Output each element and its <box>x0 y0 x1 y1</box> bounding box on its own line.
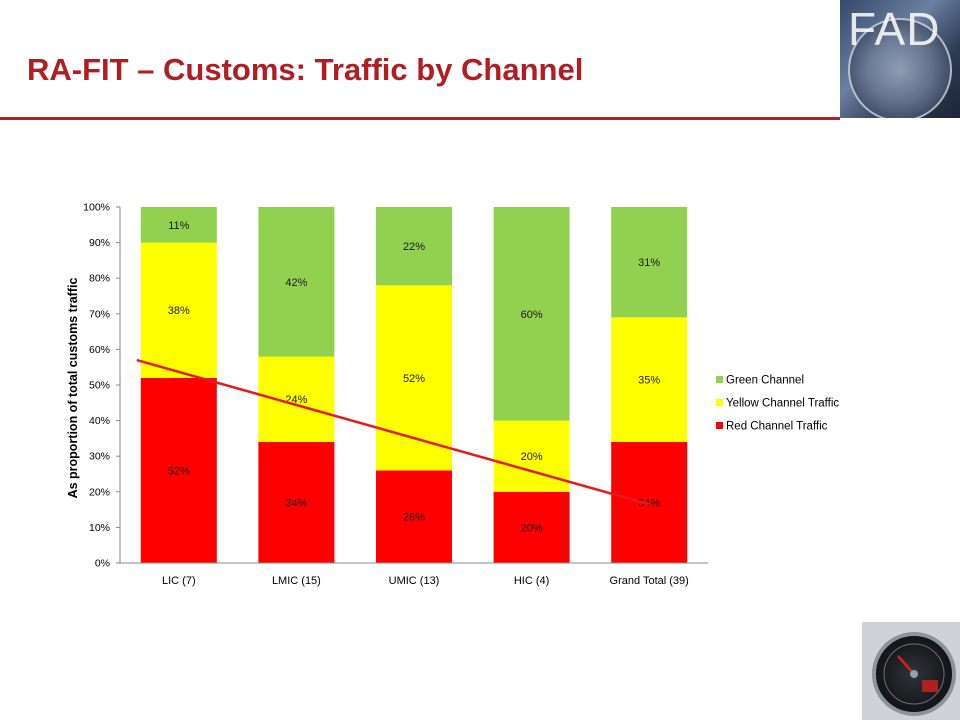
data-label: 60% <box>521 309 543 321</box>
y-tick-label: 0% <box>95 558 110 570</box>
gauge-dial <box>872 632 956 716</box>
data-label: 26% <box>403 512 425 524</box>
x-tick-label: UMIC (13) <box>389 575 440 587</box>
bar-segment <box>258 356 335 442</box>
title-divider <box>0 117 840 120</box>
data-label: 52% <box>168 465 190 477</box>
y-tick-label: 20% <box>89 486 110 498</box>
legend-swatch <box>716 399 723 406</box>
bar-segment <box>493 207 570 421</box>
trendline <box>136 358 650 506</box>
x-tick-label: Grand Total (39) <box>610 575 689 587</box>
bar-segment <box>258 207 335 357</box>
y-tick-label: 70% <box>89 308 110 320</box>
data-label: 20% <box>521 451 543 463</box>
data-label: 20% <box>521 522 543 534</box>
data-label: 38% <box>168 305 190 317</box>
bar-segment <box>493 420 570 492</box>
bar-segment <box>611 441 688 563</box>
bar-segment <box>611 317 688 442</box>
x-tick-label: LIC (7) <box>162 575 196 587</box>
data-label: 52% <box>403 373 425 385</box>
y-tick-label: 80% <box>89 273 110 285</box>
y-axis: 0% 10% 20% 30% 40% 50% 60% 70% 80% 90% 100% <box>83 202 121 570</box>
bar-segment <box>376 207 452 286</box>
x-axis: LIC (7) LMIC (15) UMIC (13) HIC (4) Grand To… <box>120 562 708 587</box>
y-axis-label: As proportion of total customs traffic <box>66 278 80 499</box>
data-label: 31% <box>638 257 660 269</box>
y-tick-label: 100% <box>83 202 110 214</box>
x-tick-label: HIC (4) <box>514 575 549 587</box>
data-label: 42% <box>285 277 307 289</box>
slide-title: RA-FIT – Customs: Traffic by Channel <box>27 52 584 87</box>
y-tick-label: 50% <box>89 380 110 392</box>
bar-segment <box>376 470 452 563</box>
bar-segment <box>140 377 217 563</box>
legend-swatch <box>716 376 723 383</box>
legend: Green Channel Yellow Channel Traffic Red C… <box>716 375 839 433</box>
bar-segment <box>493 491 570 563</box>
bar-segment <box>140 242 217 378</box>
legend-label: Red Channel Traffic <box>726 421 828 433</box>
y-tick-label: 40% <box>89 415 110 427</box>
data-label: 35% <box>638 375 660 387</box>
data-label: 11% <box>168 220 189 232</box>
trend-line <box>136 358 650 506</box>
bar-segment <box>376 285 452 471</box>
imf-seal-icon <box>848 18 952 118</box>
data-label: 34% <box>285 497 307 509</box>
legend-swatch <box>716 422 723 429</box>
data-labels: 52%38%11%34%24%42%26%52%22%20%20%60%34%3… <box>168 220 661 535</box>
y-tick-label: 90% <box>89 237 110 249</box>
legend-label: Green Channel <box>726 375 804 387</box>
imf-fad-logo: FAD <box>840 0 960 118</box>
data-label: 22% <box>403 241 425 253</box>
y-tick-label: 30% <box>89 451 110 463</box>
bar-segment <box>140 207 217 243</box>
bar-segment <box>258 441 335 563</box>
bars <box>140 207 688 563</box>
y-tick-label: 60% <box>89 344 110 356</box>
logo-wordmark: FAD <box>848 3 941 55</box>
bar-segment <box>611 207 688 318</box>
speedometer-gauge-icon <box>862 622 960 720</box>
legend-label: Yellow Channel Traffic <box>726 398 839 410</box>
y-tick-label: 10% <box>89 522 110 534</box>
x-tick-label: LMIC (15) <box>272 575 321 587</box>
